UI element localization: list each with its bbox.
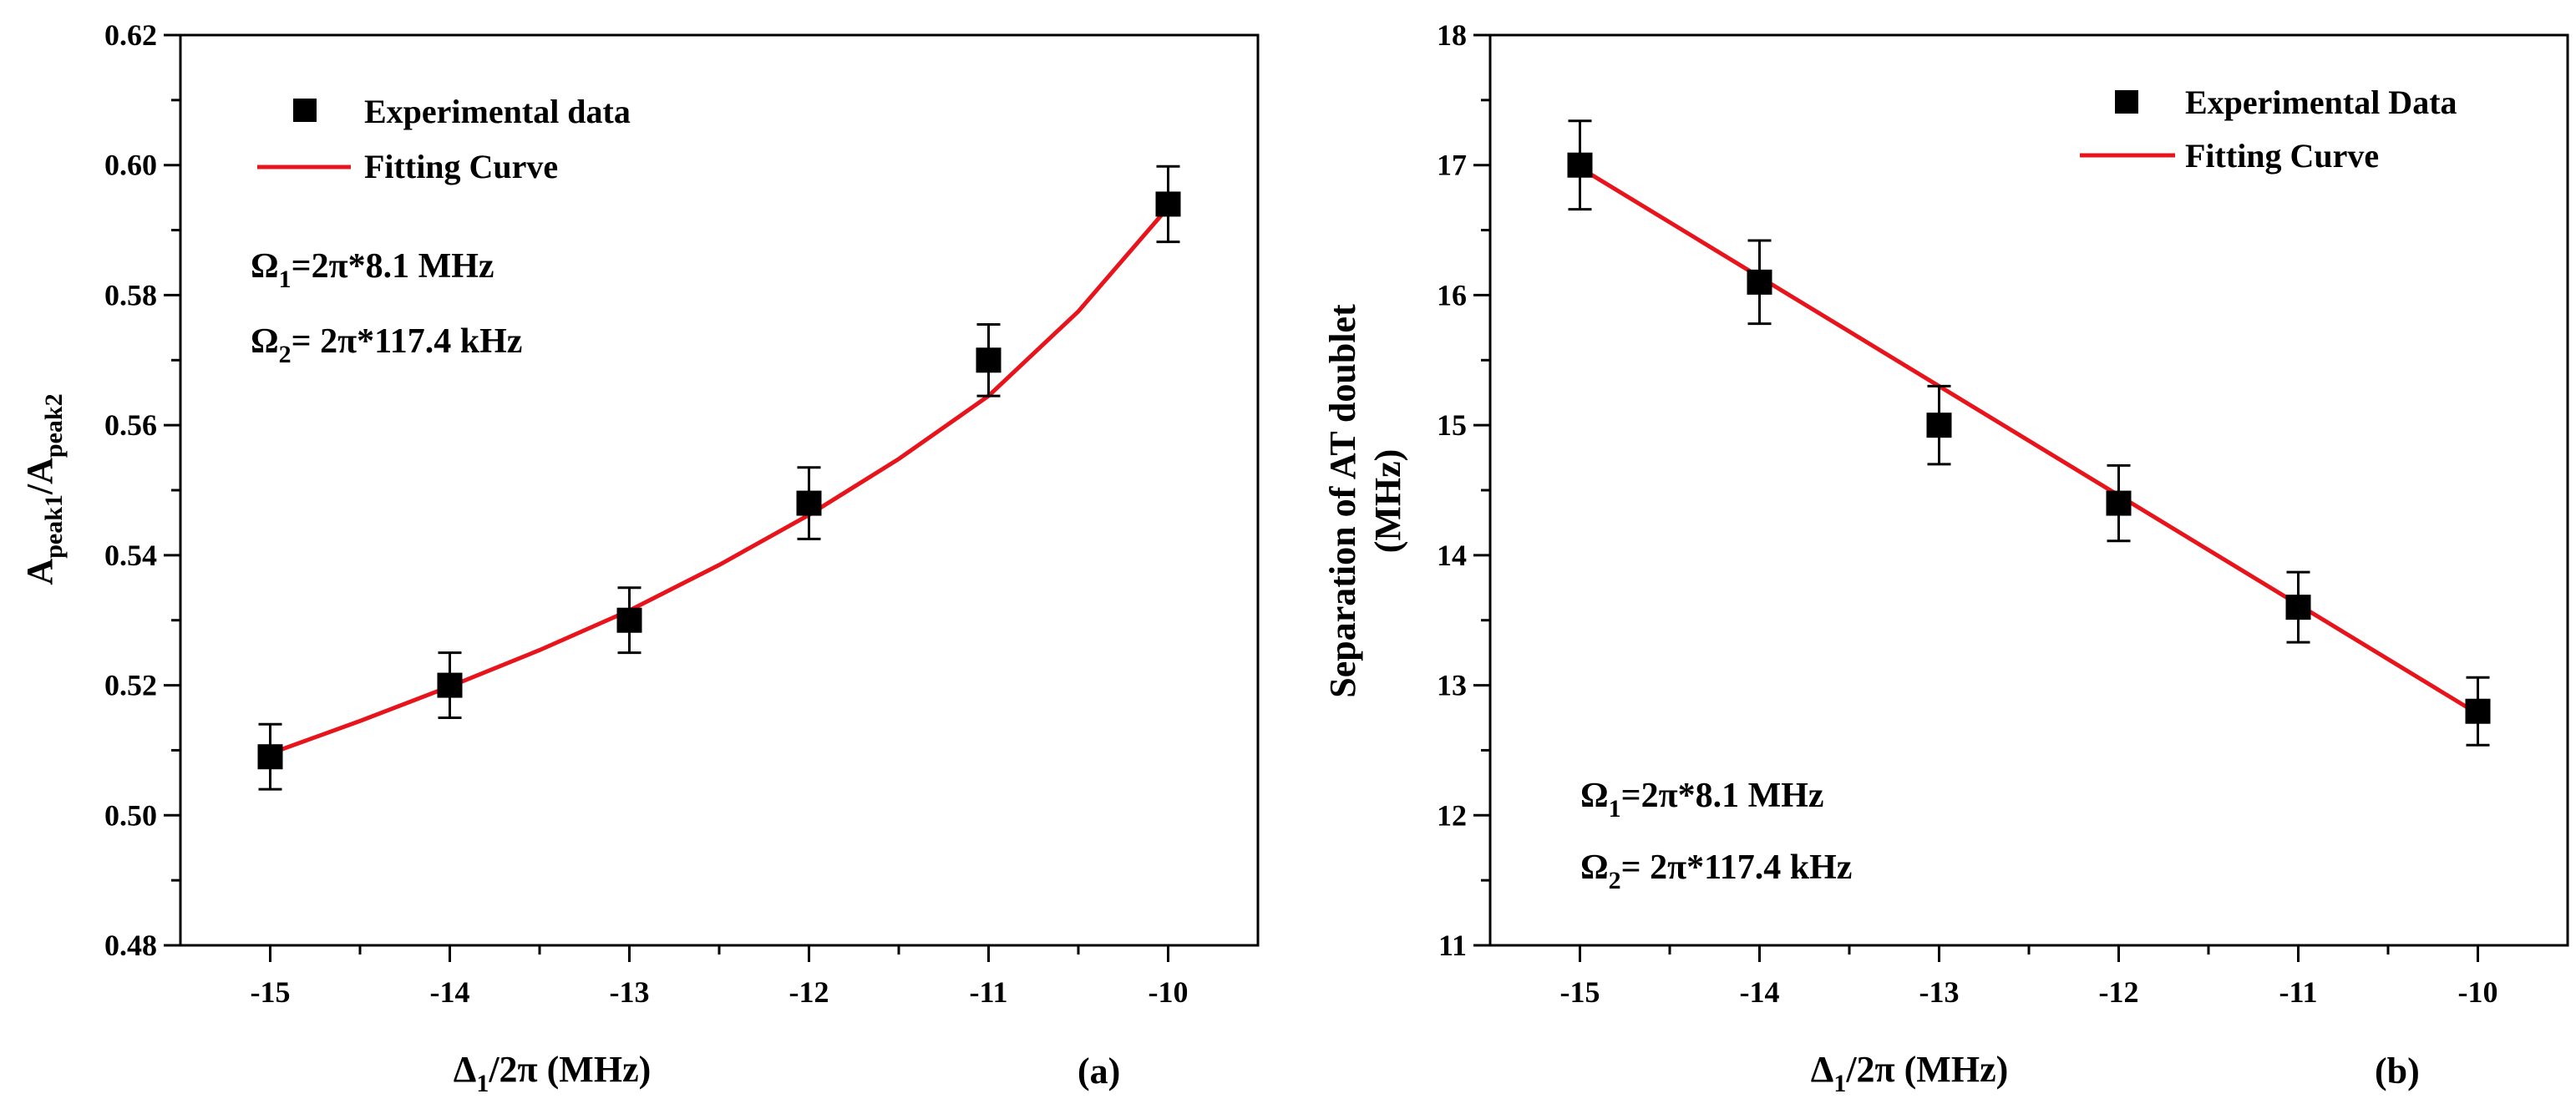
y-tick-label-b: 11: [1438, 929, 1467, 962]
x-tick-label-b: -12: [2099, 975, 2139, 1009]
data-point-b: [1567, 152, 1593, 178]
legend-label-experimental-a: Experimental data: [364, 93, 631, 130]
tick-group-b: -15 -14 -13 -12 -11 -10 11 12 13 14 15 16 17 18: [1437, 18, 2498, 1009]
data-points-b: [1567, 119, 2491, 747]
x-tick-label-a: -15: [251, 975, 291, 1009]
fit-line-b: [1579, 165, 2479, 716]
y-axis-title-a: Apeak1/Apeak2: [19, 393, 68, 585]
data-point-a: [257, 744, 283, 770]
data-point-a: [976, 347, 1001, 373]
x-tick-label-a: -12: [789, 975, 829, 1009]
legend-marker-a: [293, 99, 317, 122]
y-tick-label-b: 12: [1437, 798, 1467, 832]
y-tick-label-b: 13: [1437, 669, 1467, 702]
x-tick-label-b: -13: [1919, 975, 1960, 1009]
panel-a: -15 -14 -13 -12 -11 -10 0.48 0.50 0.52 0.54 0.56 0.…: [19, 18, 1260, 1097]
x-axis-title-b: Δ1/2π (MHz): [1811, 1049, 2009, 1097]
data-point-b: [2106, 490, 2132, 516]
x-tick-label-b: -10: [2458, 975, 2498, 1009]
legend-marker-b: [2115, 90, 2138, 114]
y-tick-label-a: 0.58: [104, 278, 157, 311]
data-point-b: [2285, 595, 2311, 620]
y-tick-label-b: 16: [1437, 278, 1467, 311]
tick-group-a: -15 -14 -13 -12 -11 -10 0.48 0.50 0.52 0.54 0.56 0.…: [104, 18, 1189, 1009]
x-axis-title-a: Δ1/2π (MHz): [454, 1049, 652, 1097]
annotation-omega1-a: Ω1=2π*8.1 MHz: [251, 247, 494, 293]
x-tick-label-b: -14: [1740, 975, 1780, 1009]
y-axis-title-b-line2: (MHz): [1367, 449, 1408, 554]
data-point-b: [1926, 413, 1952, 438]
x-tick-label-a: -13: [610, 975, 650, 1009]
annotation-omega1-b: Ω1=2π*8.1 MHz: [1580, 777, 1824, 823]
data-point-a: [616, 607, 642, 633]
x-tick-label-b: -11: [2279, 975, 2317, 1009]
legend-label-fit-b: Fitting Curve: [2185, 137, 2379, 175]
y-tick-label-a: 0.56: [104, 408, 157, 442]
y-tick-label-a: 0.48: [104, 929, 157, 962]
fit-line-a: [269, 205, 1170, 756]
y-tick-label-a: 0.50: [104, 798, 157, 832]
legend-label-experimental-b: Experimental Data: [2185, 84, 2457, 121]
panel-label-a: (a): [1078, 1051, 1120, 1091]
data-point-b: [2465, 698, 2491, 724]
y-tick-label-b: 18: [1437, 18, 1467, 52]
x-tick-label-a: -10: [1149, 975, 1189, 1009]
y-tick-label-a: 0.54: [104, 539, 157, 572]
x-tick-label-a: -11: [969, 975, 1007, 1009]
y-tick-label-a: 0.60: [104, 149, 157, 182]
annotation-omega2-b: Ω2= 2π*117.4 kHz: [1580, 848, 1852, 894]
legend-label-fit-a: Fitting Curve: [364, 148, 558, 185]
y-tick-label-b: 14: [1437, 539, 1467, 572]
y-tick-label-b: 15: [1437, 408, 1467, 442]
data-point-a: [1155, 191, 1181, 217]
y-axis-title-b-line1: Separation of AT doublet: [1322, 304, 1363, 698]
panel-label-b: (b): [2375, 1051, 2420, 1091]
y-tick-label-a: 0.52: [104, 669, 157, 702]
fitting-curve-b: [1579, 165, 2479, 716]
panel-b: -15 -14 -13 -12 -11 -10 11 12 13 14 15 16 17 18 Exper…: [1322, 18, 2569, 1097]
annotation-omega2-a: Ω2= 2π*117.4 kHz: [251, 322, 522, 368]
fitting-curve-a: [269, 205, 1170, 756]
data-point-a: [437, 672, 463, 698]
data-points-a: [257, 165, 1181, 791]
data-point-a: [796, 490, 822, 516]
data-point-b: [1747, 269, 1772, 295]
x-tick-label-b: -15: [1560, 975, 1600, 1009]
plot-frame-a: [179, 33, 1260, 947]
y-tick-label-a: 0.62: [104, 18, 157, 52]
y-tick-label-b: 17: [1437, 149, 1467, 182]
x-tick-label-a: -14: [430, 975, 470, 1009]
